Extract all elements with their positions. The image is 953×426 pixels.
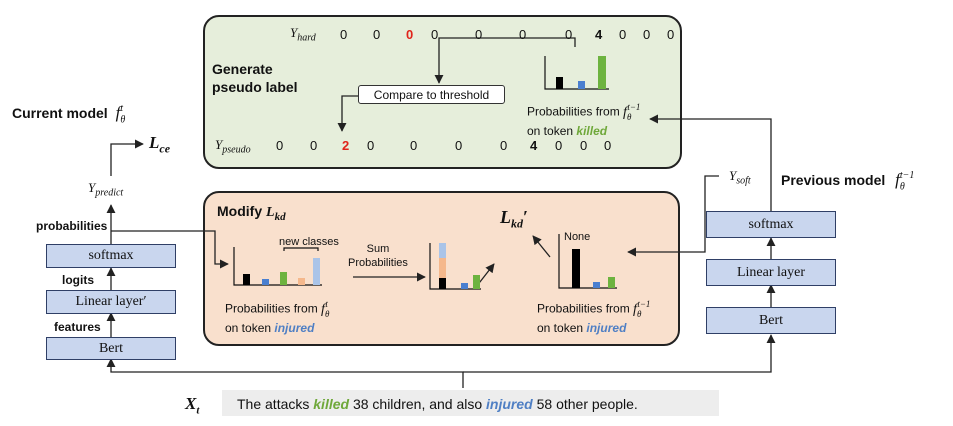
bar-kdr-black xyxy=(572,249,580,288)
threshold-box: Compare to threshold xyxy=(358,85,505,104)
bar-kdl-black xyxy=(243,274,250,285)
bar-kdl-green xyxy=(280,272,287,285)
arrow-none-to-lkd xyxy=(532,235,551,258)
arrow-to-pl-panel xyxy=(649,114,772,211)
y_hard-value: 0 xyxy=(340,27,348,42)
bert-box-right: Bert xyxy=(706,307,836,334)
loss-ce: Lce xyxy=(149,133,171,156)
y_hard-value: 0 xyxy=(643,27,651,42)
softmax-box-right: softmax xyxy=(706,211,836,238)
kd-right-caption: Probabilities from fθt−1 on token injure… xyxy=(537,299,651,336)
input-sentence: The attacks killed 38 children, and also… xyxy=(237,396,638,412)
y-soft-label: Ysoft xyxy=(729,168,751,187)
y_hard-value: 0 xyxy=(619,27,627,42)
pseudo-label-heading: Generate pseudo label xyxy=(212,61,298,95)
bar-pl-green xyxy=(598,56,606,89)
linear-layer-box-left: Linear layer′ xyxy=(46,290,176,314)
sum-probabilities-label: Sum Probabilities xyxy=(348,243,408,269)
y_pseudo-value: 0 xyxy=(410,138,418,153)
bar-kdm-green xyxy=(473,275,480,289)
threshold-label: Compare to threshold xyxy=(373,87,490,102)
y_pseudo-value: 0 xyxy=(604,138,612,153)
kd-heading: Modify Lkd xyxy=(217,203,286,223)
y_hard-value: 0 xyxy=(373,27,381,42)
y_hard-value: 0 xyxy=(519,27,527,42)
y_pseudo-value: 0 xyxy=(367,138,375,153)
y_pseudo-value: 0 xyxy=(455,138,463,153)
y_pseudo-value: 0 xyxy=(276,138,284,153)
y_hard-value: 4 xyxy=(595,27,603,42)
lkd-prime: Lkd′ xyxy=(500,207,529,231)
y-predict-label: Ypredict xyxy=(88,180,124,199)
bar-kdm-black xyxy=(439,278,446,289)
previous-model-title: Previous model fθt−1 xyxy=(781,170,915,193)
y_hard-value: 0 xyxy=(475,27,483,42)
bert-box-left: Bert xyxy=(46,337,176,360)
y_hard-value: 0 xyxy=(667,27,675,42)
y_hard-value: 0 xyxy=(431,27,439,42)
arrow-prob-to-kd xyxy=(111,230,229,269)
arrow-ypredict-lce xyxy=(110,139,144,176)
y_pseudo-value: 0 xyxy=(555,138,563,153)
new-classes-label: new classes xyxy=(279,236,339,248)
y_pseudo-value: 0 xyxy=(310,138,318,153)
x-t-label: Xt xyxy=(185,394,200,417)
bar-kdr-blue xyxy=(593,282,600,288)
y_pseudo-value: 0 xyxy=(580,138,588,153)
current-model-title: Current model fθt xyxy=(12,103,126,126)
bar-kdl-blue xyxy=(262,279,269,285)
arrow-input-left xyxy=(106,358,464,388)
bar-kdl-lightblue xyxy=(313,258,320,285)
pl-prob-caption: Probabilities from fθt−1 on token killed xyxy=(527,102,641,139)
bar-kdl-orange xyxy=(298,278,305,285)
y_hard-value: 0 xyxy=(565,27,573,42)
linear-layer-box-right: Linear layer xyxy=(706,259,836,286)
bar-kdm-orange xyxy=(439,258,446,278)
kd-left-caption: Probabilities from fθt on token injured xyxy=(225,299,330,336)
sentence-background xyxy=(222,390,719,416)
bar-kdr-green xyxy=(608,277,615,288)
y_pseudo-value: 4 xyxy=(530,138,538,153)
arrow-input-right xyxy=(463,334,776,373)
axis-kd-left xyxy=(233,247,322,286)
logits-label: logits xyxy=(62,273,94,287)
softmax-box-left: softmax xyxy=(46,244,176,268)
arrow-hard-to-threshold xyxy=(434,37,576,84)
bar-kdm-blue xyxy=(461,283,468,289)
y-pseudo-label: Ypseudo xyxy=(215,137,251,156)
y_pseudo-value: 0 xyxy=(500,138,508,153)
y-hard-label: Yhard xyxy=(290,25,316,44)
arrow-ysoft-to-kd xyxy=(627,175,719,257)
y_hard-value: 0 xyxy=(406,27,414,42)
y_pseudo-value: 2 xyxy=(342,138,350,153)
none-label: None xyxy=(564,231,591,243)
bar-pl-black xyxy=(556,77,563,89)
features-label: features xyxy=(54,320,101,334)
bar-kdm-lightblue xyxy=(439,243,446,258)
probabilities-label: probabilities xyxy=(36,219,108,233)
bar-pl-blue xyxy=(578,81,585,89)
new-classes-bracket xyxy=(283,247,319,251)
axis-pl xyxy=(544,56,609,90)
